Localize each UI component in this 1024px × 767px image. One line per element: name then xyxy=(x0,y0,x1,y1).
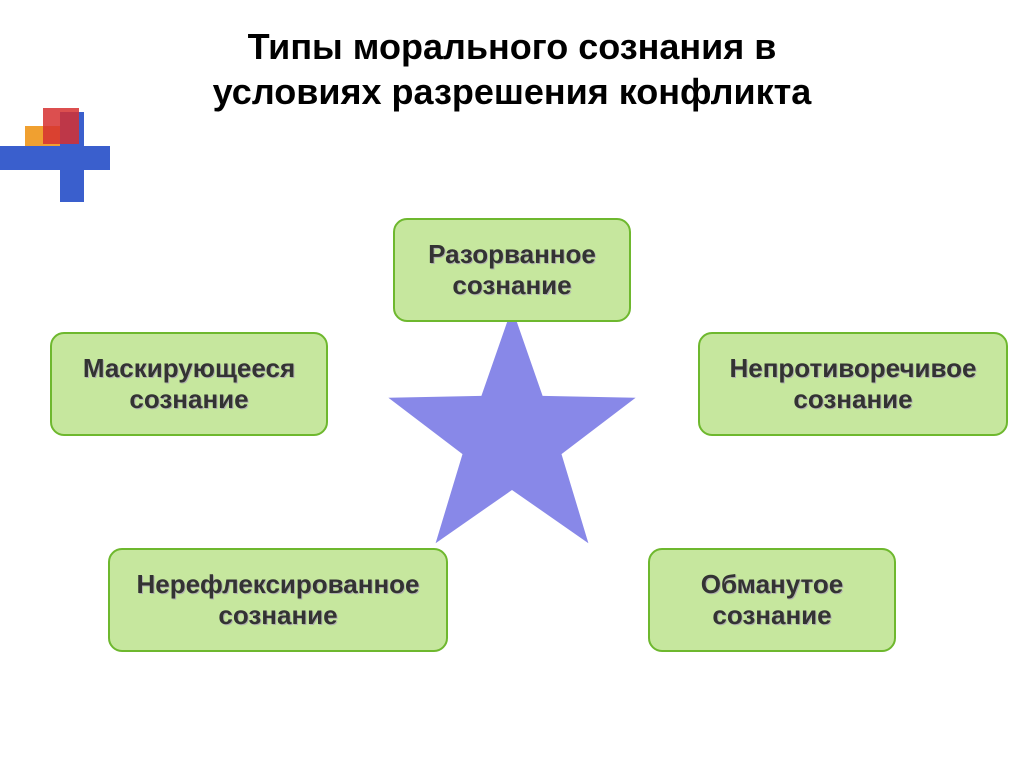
box-bottom-right-label: Обманутоесознание xyxy=(664,569,880,631)
box-left-label: Маскирующеесясознание xyxy=(66,353,312,415)
box-right-label: Непротиворечивоесознание xyxy=(714,353,992,415)
box-top: Разорванноесознание xyxy=(393,218,631,322)
logo-blue-horizontal xyxy=(0,146,110,170)
box-left: Маскирующеесясознание xyxy=(50,332,328,436)
box-right: Непротиворечивоесознание xyxy=(698,332,1008,436)
box-bottom-right: Обманутоесознание xyxy=(648,548,896,652)
title-line-1: Типы морального сознания в xyxy=(248,26,777,67)
title-line-2: условиях разрешения конфликта xyxy=(213,71,812,112)
box-bottom-left-label: Нерефлексированноесознание xyxy=(124,569,432,631)
slide-title: Типы морального сознания в условиях разр… xyxy=(0,24,1024,114)
box-top-label: Разорванноесознание xyxy=(409,239,615,301)
diagram-area: Разорванноесознание Маскирующеесясознани… xyxy=(0,180,1024,750)
box-bottom-left: Нерефлексированноесознание xyxy=(108,548,448,652)
center-star-icon xyxy=(372,298,652,578)
